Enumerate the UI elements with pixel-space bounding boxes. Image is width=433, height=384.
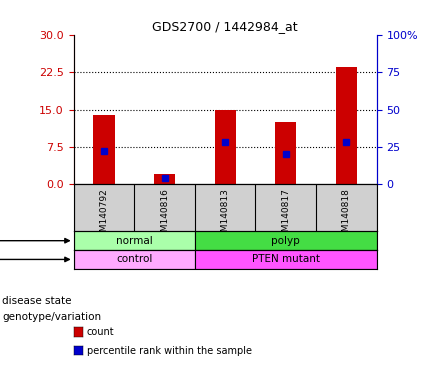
Bar: [74, 231, 195, 250]
Text: GSM140813: GSM140813: [221, 188, 229, 243]
Bar: [154, 174, 175, 184]
Text: count: count: [87, 327, 114, 337]
Bar: [275, 122, 296, 184]
Bar: [195, 231, 377, 250]
Bar: [336, 67, 357, 184]
Title: GDS2700 / 1442984_at: GDS2700 / 1442984_at: [152, 20, 298, 33]
Bar: [94, 114, 114, 184]
Text: GSM140792: GSM140792: [100, 188, 108, 243]
Text: normal: normal: [116, 236, 152, 246]
Text: disease state: disease state: [2, 296, 72, 306]
Text: GSM140818: GSM140818: [342, 188, 351, 243]
Text: percentile rank within the sample: percentile rank within the sample: [87, 346, 252, 356]
Text: control: control: [116, 255, 152, 265]
Text: polyp: polyp: [271, 236, 300, 246]
Bar: [195, 250, 377, 269]
Bar: [214, 109, 236, 184]
Text: GSM140816: GSM140816: [160, 188, 169, 243]
Bar: [74, 250, 195, 269]
Text: PTEN mutant: PTEN mutant: [252, 255, 320, 265]
Text: genotype/variation: genotype/variation: [2, 312, 101, 322]
Text: GSM140817: GSM140817: [281, 188, 290, 243]
